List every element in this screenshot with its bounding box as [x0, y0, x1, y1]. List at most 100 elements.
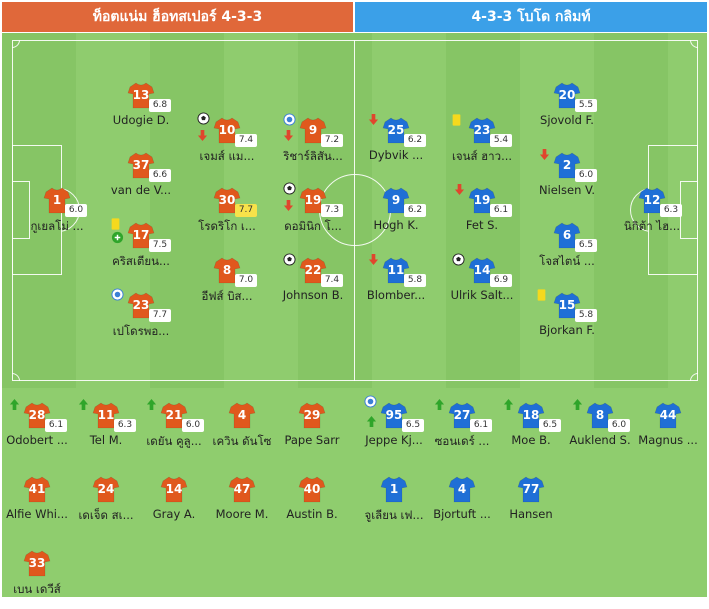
- home-player-9[interactable]: 9 7.2 ริชาร์ลิสัน...: [263, 116, 363, 176]
- home-player-11[interactable]: 11 6.3 Tel M.: [56, 401, 156, 461]
- player-name: Nielsen V.: [538, 183, 596, 197]
- jersey-number: 24: [97, 482, 115, 496]
- jersey-icon: [654, 401, 682, 429]
- away-player-18[interactable]: 18 6.5 Moe B.: [481, 401, 581, 461]
- jersey-number: 10: [218, 123, 236, 137]
- corner-arc-bl: [12, 373, 20, 381]
- away-player-12[interactable]: 12 6.3 นิกิต้า ไฮ...: [602, 186, 702, 246]
- jersey-number: 30: [218, 193, 236, 207]
- home-player-33[interactable]: 33 เบน เดวีส์: [0, 549, 87, 609]
- home-player-29[interactable]: 29 Pape Sarr: [262, 401, 362, 461]
- jersey-icon: [43, 186, 71, 214]
- home-player-1[interactable]: 1 6.0 กูเยลโม่ ...: [7, 186, 107, 246]
- jersey-icon: [213, 116, 241, 144]
- away-player-27[interactable]: 27 6.1 ซอนเดร์ ...: [412, 401, 512, 461]
- player-name: Bjorkan F.: [539, 323, 595, 337]
- away-player-19[interactable]: 19 6.1 Fet S.: [432, 186, 532, 246]
- away-team-title: 4-3-3 โบโด กลิมท์: [471, 9, 591, 25]
- away-player-23[interactable]: 23 5.4 เจนส์ ฮาว...: [432, 116, 532, 176]
- away-player-11[interactable]: 11 5.8 Blomber...: [346, 256, 446, 316]
- jersey-icon: [213, 256, 241, 284]
- jersey-number: 22: [304, 263, 322, 277]
- player-name: คริสเตียน...: [112, 254, 170, 268]
- away-player-4[interactable]: 4 Bjortuft ...: [412, 475, 512, 535]
- away-player-1[interactable]: 1 จูเลียน เฟ...: [344, 475, 444, 535]
- jersey-number: 19: [304, 193, 322, 207]
- home-player-21[interactable]: 21 6.0 เดยัน คูลู...: [124, 401, 224, 461]
- player-name: อีฟส์ บิส...: [201, 289, 253, 303]
- player-rating: 5.5: [575, 99, 597, 112]
- home-player-8[interactable]: 8 7.0 อีฟส์ บิส...: [177, 256, 277, 316]
- player-name: ริชาร์ลิสัน...: [283, 149, 343, 163]
- home-player-37[interactable]: 37 6.6 van de V...: [91, 151, 191, 211]
- player-name: Blomber...: [366, 288, 426, 302]
- home-player-40[interactable]: 40 Austin B.: [262, 475, 362, 535]
- home-player-14[interactable]: 14 Gray A.: [124, 475, 224, 535]
- home-team-header[interactable]: ท็อตแน่ม ฮ็อทสเปอร์ 4-3-3: [2, 2, 353, 32]
- player-name: Pape Sarr: [284, 433, 340, 447]
- home-player-10[interactable]: 10 7.4 เจมส์ แม...: [177, 116, 277, 176]
- home-player-28[interactable]: 28 6.1 Odobert ...: [0, 401, 87, 461]
- jersey-number: 33: [28, 556, 46, 570]
- jersey-number: 17: [132, 228, 150, 242]
- sub-off-arrow-icon: [368, 251, 379, 270]
- player-rating: 6.6: [149, 169, 171, 182]
- jersey-icon: [127, 291, 155, 319]
- sub-on-arrow-icon: [366, 413, 377, 432]
- player-rating: 7.4: [321, 274, 343, 287]
- player-name: นิกิต้า ไฮ...: [623, 219, 681, 233]
- jersey-number: 14: [165, 482, 183, 496]
- jersey-number: 11: [387, 263, 405, 277]
- player-name: เดยัน คูลู...: [146, 434, 202, 448]
- jersey-icon: [298, 401, 326, 429]
- away-player-14[interactable]: 14 6.9 Ulrik Salt...: [432, 256, 532, 316]
- away-player-6[interactable]: 6 6.5 โจสไตน์ ...: [517, 221, 617, 281]
- jersey-icon: [468, 116, 496, 144]
- player-name: Johnson B.: [282, 288, 344, 302]
- home-player-4[interactable]: 4 เควิน ดันโซ: [192, 401, 292, 461]
- player-rating: 7.3: [321, 204, 343, 217]
- away-player-8[interactable]: 8 6.0 Auklend S.: [550, 401, 650, 461]
- away-player-20[interactable]: 20 5.5 Sjovold F.: [517, 81, 617, 141]
- jersey-number: 8: [595, 408, 605, 422]
- home-player-19[interactable]: 19 7.3 ดอมินิก โ...: [263, 186, 363, 246]
- home-player-13[interactable]: 13 6.8 Udogie D.: [91, 81, 191, 141]
- sub-off-arrow-icon: [283, 127, 294, 146]
- jersey-number: 25: [387, 123, 405, 137]
- player-name: Tel M.: [89, 433, 123, 447]
- home-player-24[interactable]: 24 เดเจ็ด สเ...: [56, 475, 156, 535]
- jersey-number: 18: [522, 408, 540, 422]
- away-player-95[interactable]: 95 6.5 Jeppe Kj...: [344, 401, 444, 461]
- player-name: เจนส์ ฮาว...: [451, 149, 513, 163]
- jersey-number: 2: [562, 158, 572, 172]
- away-player-77[interactable]: 77 Hansen: [481, 475, 581, 535]
- away-player-15[interactable]: 15 5.8 Bjorkan F.: [517, 291, 617, 351]
- sub-off-arrow-icon: [539, 146, 550, 165]
- jersey-number: 28: [28, 408, 46, 422]
- player-name: เควิน ดันโซ: [212, 434, 272, 448]
- jersey-icon: [160, 475, 188, 503]
- away-player-9[interactable]: 9 6.2 Hogh K.: [346, 186, 446, 246]
- home-player-47[interactable]: 47 Moore M.: [192, 475, 292, 535]
- player-rating: 6.8: [149, 99, 171, 112]
- away-player-25[interactable]: 25 6.2 Dybvik ...: [346, 116, 446, 176]
- jersey-number: 44: [659, 408, 677, 422]
- away-team-header[interactable]: 4-3-3 โบโด กลิมท์: [355, 2, 707, 32]
- player-name: Fet S.: [465, 218, 499, 232]
- player-rating: 6.5: [575, 239, 597, 252]
- jersey-icon: [127, 151, 155, 179]
- away-player-44[interactable]: 44 Magnus ...: [618, 401, 709, 461]
- player-name: Udogie D.: [112, 113, 170, 127]
- goal-ball-icon: [283, 251, 296, 270]
- home-player-17[interactable]: 17 7.5 คริสเตียน...: [91, 221, 191, 281]
- jersey-icon: [382, 186, 410, 214]
- goal-ball-icon: [283, 180, 296, 199]
- home-player-22[interactable]: 22 7.4 Johnson B.: [263, 256, 363, 316]
- home-player-23[interactable]: 23 7.7 เปโดรพอ...: [91, 291, 191, 351]
- player-rating: 6.0: [575, 169, 597, 182]
- away-player-2[interactable]: 2 6.0 Nielsen V.: [517, 151, 617, 211]
- home-player-30[interactable]: 30 7.7 โรดริโก เ...: [177, 186, 277, 246]
- jersey-number: 19: [473, 193, 491, 207]
- home-player-41[interactable]: 41 Alfie Whi...: [0, 475, 87, 535]
- jersey-icon: [382, 116, 410, 144]
